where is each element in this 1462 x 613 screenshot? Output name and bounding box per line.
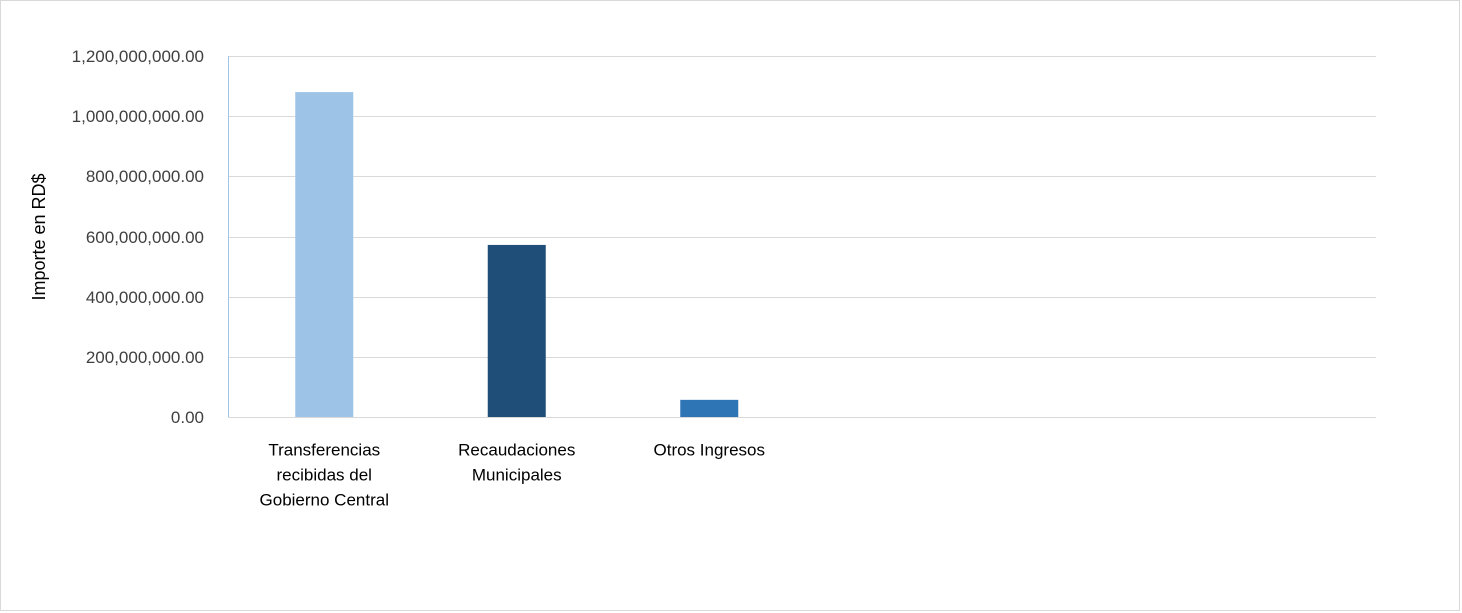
x-category-label: Municipales [472, 466, 562, 485]
y-tick-label: 800,000,000.00 [86, 167, 204, 186]
y-tick-label: 200,000,000.00 [86, 348, 204, 367]
y-tick-label: 400,000,000.00 [86, 288, 204, 307]
x-category-labels: Transferencias recibidas del Gobierno Cent… [260, 441, 765, 510]
bars [295, 92, 739, 417]
bar [487, 244, 546, 417]
bar [680, 399, 739, 417]
y-tick-label: 0.00 [171, 408, 204, 427]
y-tick-labels: 0.00 200,000,000.00 400,000,000.00 600,000,… [72, 47, 204, 427]
x-category-label: Gobierno Central [260, 491, 389, 510]
y-tick-label: 1,200,000,000.00 [72, 47, 204, 66]
y-tick-label: 600,000,000.00 [86, 228, 204, 247]
bar [295, 92, 354, 417]
x-category-label: Otros Ingresos [654, 441, 766, 460]
x-category-label: Recaudaciones [458, 441, 575, 460]
y-tick-label: 1,000,000,000.00 [72, 107, 204, 126]
x-category-label: Transferencias [268, 441, 380, 460]
y-axis-title: Importe en RD$ [29, 173, 49, 300]
x-category-label: recibidas del [277, 466, 372, 485]
gridlines [228, 56, 1376, 418]
